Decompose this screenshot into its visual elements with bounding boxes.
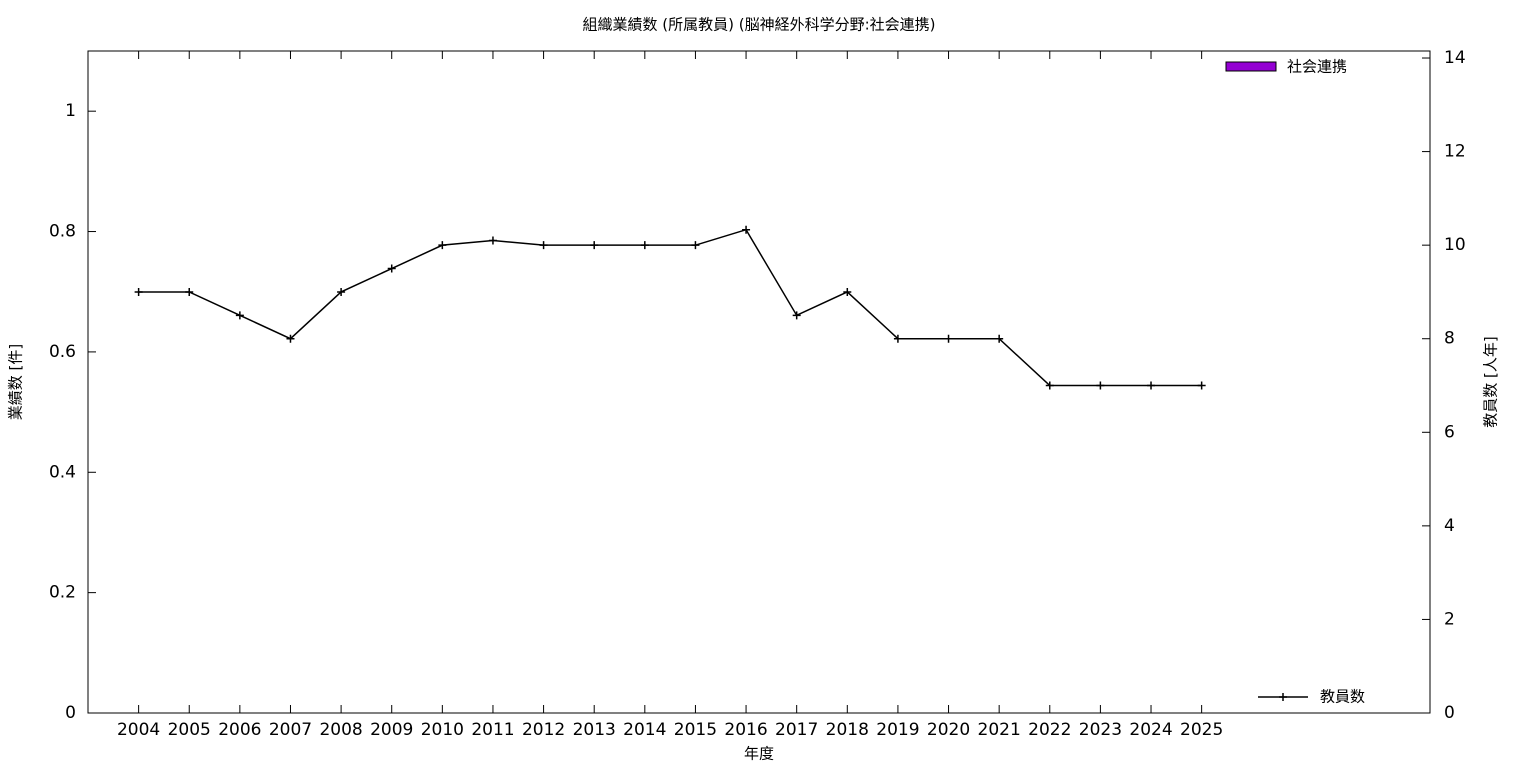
x-tick-label: 2016 [724,720,767,740]
point [1147,381,1156,390]
point [590,241,599,250]
point [691,241,700,250]
point [387,264,396,273]
point [1045,381,1054,390]
x-tick-label: 2017 [775,720,818,740]
x-tick-label: 2012 [522,720,565,740]
x-tick-label: 2018 [826,720,869,740]
y-axis-label: 業績数 [件] [7,344,25,420]
x-tick-label: 2010 [421,720,464,740]
x-tick-label: 2008 [319,720,362,740]
y2-tick-label: 12 [1444,142,1466,162]
point [843,287,852,296]
point [792,311,801,320]
point [185,287,194,296]
y-tick-label: 0.8 [49,222,76,242]
x-tick-label: 2020 [927,720,970,740]
x-axis-label: 年度 [744,745,774,763]
y2-tick-label: 2 [1444,609,1455,629]
plot-frame [87,50,1431,714]
point [235,311,244,320]
x-tick-label: 2005 [168,720,211,740]
legend-label: 教員数 [1320,688,1365,706]
legend-label: 社会連携 [1287,58,1347,76]
y-tick-label: 0.6 [49,342,76,362]
point [1096,381,1105,390]
x-tick-label: 2006 [218,720,261,740]
x-tick-label: 2019 [876,720,919,740]
legend-swatch [1225,61,1277,72]
x-tick-label: 2009 [370,720,413,740]
point [1197,381,1206,390]
point [995,334,1004,343]
point [539,241,548,250]
point [944,334,953,343]
chart-title: 組織業績数 (所属教員) (脳神経外科学分野:社会連携) [582,16,935,34]
y2-axis-label: 教員数 [人年] [1482,336,1500,427]
y-tick-label: 1 [65,101,76,121]
x-tick-label: 2011 [471,720,514,740]
point [893,334,902,343]
y2-tick-label: 6 [1444,422,1455,442]
x-tick-label: 2004 [117,720,160,740]
x-tick-label: 2024 [1129,720,1172,740]
y2-tick-label: 4 [1444,516,1455,536]
x-tick-label: 2015 [674,720,717,740]
point [438,241,447,250]
point [742,225,751,234]
x-tick-label: 2023 [1079,720,1122,740]
line [138,228,1202,387]
x-tick-label: 2021 [978,720,1021,740]
point [640,241,649,250]
point [134,287,143,296]
legend-marker [1279,693,1287,701]
y-tick-label: 0 [65,703,76,723]
point [286,334,295,343]
y2-tick-label: 0 [1444,703,1455,723]
y2-tick-label: 14 [1444,48,1466,68]
y-tick-label: 0.2 [49,583,76,603]
x-tick-label: 2022 [1028,720,1071,740]
x-tick-label: 2014 [623,720,666,740]
x-tick-label: 2007 [269,720,312,740]
y-tick-label: 0.4 [49,462,76,482]
point [337,287,346,296]
y2-tick-label: 10 [1444,235,1466,255]
point [488,236,497,245]
y2-tick-label: 8 [1444,329,1455,349]
x-tick-label: 2025 [1180,720,1223,740]
x-tick-label: 2013 [573,720,616,740]
